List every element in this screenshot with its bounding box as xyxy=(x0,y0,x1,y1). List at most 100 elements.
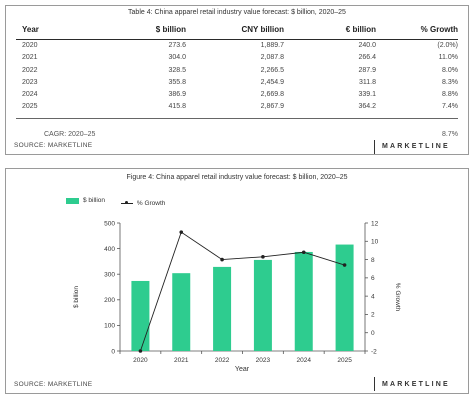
table-row: 2022 328.5 2,266.5 287.9 8.0% xyxy=(16,67,458,79)
table-header-row: Year $ billion CNY billion € billion % G… xyxy=(16,25,458,40)
legend-label-growth: % Growth xyxy=(136,199,166,207)
cell-growth: 8.8% xyxy=(442,91,458,99)
table-caption: Table 4: China apparel retail industry v… xyxy=(128,9,346,16)
header-growth: % Growth xyxy=(420,25,458,34)
x-tick-label: 2021 xyxy=(174,357,189,364)
cell-cny: 2,266.5 xyxy=(260,66,284,74)
cell-eur: 287.9 xyxy=(358,66,376,74)
cell-growth: 11.0% xyxy=(438,54,458,62)
figure-source: SOURCE: MARKETLINE xyxy=(14,381,93,388)
marketline-logo: MARKETLINE xyxy=(382,143,450,150)
cell-year: 2024 xyxy=(22,91,38,99)
brand-divider xyxy=(374,140,375,154)
x-tick-label: 2023 xyxy=(256,357,271,364)
growth-point-2022 xyxy=(220,257,224,262)
cell-growth: 8.3% xyxy=(442,78,458,86)
growth-point-2021 xyxy=(179,230,184,234)
y2-tick-label: 8 xyxy=(371,257,375,264)
cell-growth: 7.4% xyxy=(442,103,458,111)
legend-line-swatch xyxy=(120,201,133,204)
table-body: 2020 273.6 1,889.7 240.0 (2.0%) 2021 304… xyxy=(16,42,458,116)
y-tick-label: 300 xyxy=(104,272,115,279)
figure-caption: Figure 4: China apparel retail industry … xyxy=(126,174,348,181)
line-series xyxy=(138,230,347,353)
table-row: 2025 415.8 2,867.9 364.2 7.4% xyxy=(16,103,458,115)
cell-usd: 304.0 xyxy=(168,54,186,62)
growth-point-2024 xyxy=(301,250,306,255)
bar-2021 xyxy=(172,273,191,351)
table-row: 2021 304.0 2,087.8 266.4 11.0% xyxy=(16,54,458,66)
legend-bar-swatch xyxy=(66,197,79,204)
header-usd: $ billion xyxy=(155,25,186,34)
y-axis-label: $ billion xyxy=(73,286,80,308)
y2-tick-label: 4 xyxy=(371,293,375,300)
y-tick-label: 400 xyxy=(104,246,115,253)
cell-usd: 355.8 xyxy=(168,78,186,86)
bar-2024 xyxy=(294,251,313,351)
brand-divider xyxy=(374,377,375,391)
growth-point-2020 xyxy=(138,349,143,353)
cell-eur: 364.2 xyxy=(358,103,376,111)
growth-line xyxy=(139,231,345,352)
header-cny: CNY billion xyxy=(241,25,284,34)
combo-chart: 0 100 200 300 400 500 -2 0 2 4 6 8 10 12 2020 2021 2022 2… xyxy=(73,220,401,373)
table-row: 2020 273.6 1,889.7 240.0 (2.0%) xyxy=(16,42,458,54)
x-tick-label: 2024 xyxy=(297,357,312,364)
legend-item-usd: $ billion xyxy=(66,197,105,204)
y2-tick-label: 6 xyxy=(371,275,375,282)
cell-cny: 2,669.8 xyxy=(260,91,284,99)
cell-usd: 273.6 xyxy=(168,42,186,49)
legend-label-usd: $ billion xyxy=(83,197,106,204)
cell-eur: 339.1 xyxy=(358,91,376,99)
x-tick-label: 2025 xyxy=(337,357,352,364)
cell-year: 2020 xyxy=(22,42,38,49)
table-row: 2024 386.9 2,669.8 339.1 8.8% xyxy=(16,91,458,103)
cell-year: 2022 xyxy=(22,66,38,74)
bar-2020 xyxy=(131,280,150,351)
cell-cny: 2,454.9 xyxy=(260,78,284,86)
bar-2025 xyxy=(335,244,354,351)
y2-axis-label: % Growth xyxy=(394,283,401,312)
forecast-figure-panel: Figure 4: China apparel retail industry … xyxy=(5,168,469,394)
cell-growth: 8.0% xyxy=(442,66,458,74)
cell-growth: (2.0%) xyxy=(437,42,458,49)
bar-2023 xyxy=(253,259,272,351)
cell-eur: 311.8 xyxy=(359,78,376,86)
bar-series xyxy=(131,244,354,351)
table-source: SOURCE: MARKETLINE xyxy=(14,142,93,149)
table-divider xyxy=(16,118,458,119)
y-tick-label: 100 xyxy=(104,323,115,330)
cell-year: 2021 xyxy=(22,54,38,62)
y-tick-label: 0 xyxy=(111,348,115,355)
y-tick-label: 200 xyxy=(104,297,115,304)
header-year: Year xyxy=(22,25,39,34)
forecast-table-panel: Table 4: China apparel retail industry v… xyxy=(5,5,469,155)
cagr-value: 8.7% xyxy=(442,131,458,138)
header-eur: € billion xyxy=(345,25,376,34)
y2-tick-label: 10 xyxy=(371,239,379,246)
y2-tick-label: 12 xyxy=(371,220,379,227)
chart-axes: 0 100 200 300 400 500 -2 0 2 4 6 8 10 12 2020 2021 2022 2… xyxy=(104,220,378,364)
y2-tick-label: 0 xyxy=(371,330,375,337)
cell-year: 2023 xyxy=(22,78,38,86)
table-row: 2023 355.8 2,454.9 311.8 8.3% xyxy=(16,79,458,91)
y2-tick-label: -2 xyxy=(371,348,377,355)
cagr-row: CAGR: 2020–25 8.7% xyxy=(16,131,458,141)
cell-cny: 2,087.8 xyxy=(260,54,284,62)
growth-point-2025 xyxy=(342,263,347,267)
growth-point-2023 xyxy=(261,255,265,259)
cell-usd: 415.8 xyxy=(168,103,186,111)
cell-cny: 2,867.9 xyxy=(260,103,284,111)
cell-cny: 1,889.7 xyxy=(260,42,284,49)
bar-2022 xyxy=(213,266,232,351)
cell-usd: 328.5 xyxy=(168,66,186,74)
x-tick-label: 2020 xyxy=(133,357,148,364)
chart-legend: $ billion % Growth xyxy=(66,197,179,207)
legend-item-growth: % Growth xyxy=(120,199,166,207)
cell-eur: 240.0 xyxy=(358,42,376,49)
marketline-logo: MARKETLINE xyxy=(382,381,450,388)
x-tick-label: 2022 xyxy=(215,357,230,364)
cagr-label: CAGR: 2020–25 xyxy=(44,131,96,138)
x-axis-label: Year xyxy=(235,366,250,373)
y-tick-label: 500 xyxy=(104,220,115,227)
